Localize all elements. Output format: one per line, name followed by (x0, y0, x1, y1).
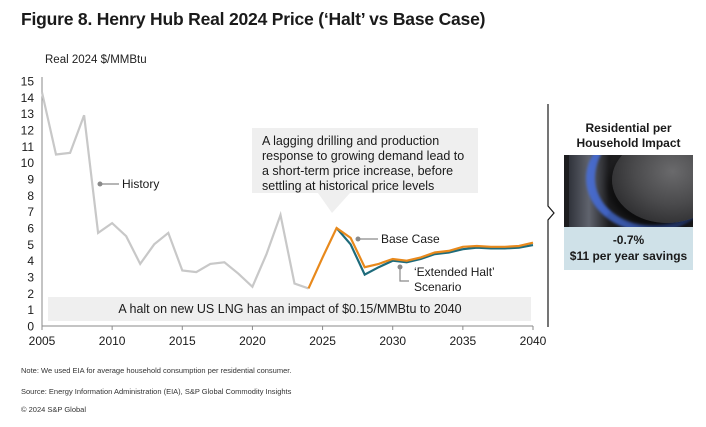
side-panel-title-line-1: Residential per (585, 121, 672, 135)
callout-background (252, 128, 478, 213)
y-tick-label: 0 (27, 320, 34, 334)
x-tick-label: 2015 (169, 334, 196, 348)
source-text: Source: Energy Information Administratio… (21, 387, 292, 396)
x-tick-label: 2010 (99, 334, 126, 348)
callout-line-4: settling at historical price levels (262, 179, 434, 193)
impact-percent: -0.7% (612, 233, 645, 247)
y-tick-label: 13 (21, 107, 35, 121)
x-tick-label: 2020 (239, 334, 266, 348)
series-annotations: History Base Case ‘Extended Halt’ Scenar… (97, 177, 495, 294)
y-tick-label: 14 (21, 91, 35, 105)
y-tick-label: 3 (27, 271, 34, 285)
side-panel-title-line-2: Household Impact (576, 136, 681, 150)
side-panel-bracket (547, 104, 555, 327)
line-chart: A halt on new US LNG has an impact of $0… (21, 75, 555, 349)
halt-leader-line (399, 267, 409, 282)
halt-label-line-1: ‘Extended Halt’ (414, 265, 495, 279)
y-tick-label: 6 (27, 222, 34, 236)
impact-band: A halt on new US LNG has an impact of $0… (48, 297, 531, 321)
y-tick-label: 9 (27, 173, 34, 187)
series-group (40, 92, 534, 290)
y-tick-label: 5 (27, 238, 34, 252)
side-panel-title: Residential per Household Impact (563, 121, 694, 151)
y-tick-label: 15 (21, 75, 35, 89)
household-impact-box: -0.7% $11 per year savings (564, 227, 693, 270)
x-tick-label: 2005 (29, 334, 56, 348)
history-label: History (122, 177, 159, 191)
impact-band-text: A halt on new US LNG has an impact of $0… (118, 302, 461, 316)
y-tick-label: 1 (27, 303, 34, 317)
y-tick-label: 2 (27, 287, 34, 301)
blue-flame (586, 155, 693, 227)
series-line-history (40, 92, 309, 290)
callout-line-3: a short-term price increase, before (262, 164, 453, 178)
impact-savings: $11 per year savings (569, 249, 688, 263)
y-tick-label: 11 (22, 140, 35, 154)
chart-title: Figure 8. Henry Hub Real 2024 Price (‘Ha… (21, 9, 486, 29)
callout: A lagging drilling and production respon… (252, 128, 478, 213)
y-tick-label: 12 (21, 124, 35, 138)
series-line-base-case (307, 226, 534, 289)
note-text: Note: We used EIA for average household … (21, 366, 292, 375)
callout-line-1: A lagging drilling and production (262, 134, 439, 148)
copyright-text: © 2024 S&P Global (21, 405, 87, 414)
y-tick-label: 10 (21, 156, 35, 170)
gas-burner-flame-image (564, 155, 693, 227)
x-tick-label: 2025 (309, 334, 336, 348)
y-tick-label: 7 (27, 205, 34, 219)
series-line-extended-halt-scenario (335, 227, 534, 277)
x-tick-label: 2035 (450, 334, 477, 348)
halt-label-line-2: Scenario (414, 280, 462, 294)
y-tick-label: 8 (27, 189, 34, 203)
impact-band-background (48, 297, 531, 321)
y-axis-label: Real 2024 $/MMBtu (45, 54, 147, 66)
x-tick-label: 2030 (379, 334, 406, 348)
callout-line-2: response to growing demand lead to (262, 149, 464, 163)
x-tick-label: 2040 (520, 334, 547, 348)
y-tick-label: 4 (27, 254, 34, 268)
base-case-label: Base Case (381, 232, 440, 246)
